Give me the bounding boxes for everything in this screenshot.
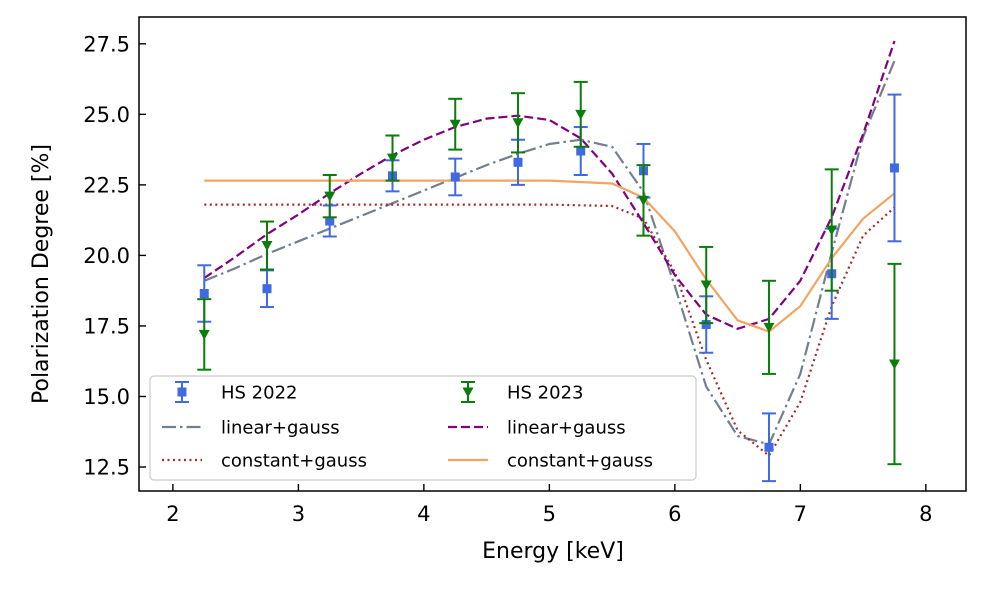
data-point xyxy=(888,359,900,370)
y-tick-label: 17.5 xyxy=(83,314,130,338)
y-tick-label: 20.0 xyxy=(83,244,130,268)
axes: 2 3 4 5 6 7 8 12.5 15.0 17.5 20.0 22.5 25.0 27.5 xyxy=(83,16,967,526)
y-tick-label: 15.0 xyxy=(83,385,130,409)
data-point xyxy=(513,157,523,167)
x-tick-label: 5 xyxy=(543,502,556,526)
data-point xyxy=(763,322,775,333)
legend-item: HS 2022 xyxy=(175,381,298,404)
y-tick-label: 22.5 xyxy=(83,173,130,197)
data-point xyxy=(199,289,209,298)
legend-item: HS 2023 xyxy=(461,381,584,404)
y-tick-label: 25.0 xyxy=(83,103,130,127)
fit-line-dashdot-hs-2022 xyxy=(203,60,896,446)
series-hs-2023 xyxy=(197,80,902,466)
legend-label: HS 2022 xyxy=(221,383,298,404)
legend-item: constant+gauss xyxy=(162,451,367,472)
y-tick-label: 27.5 xyxy=(83,32,130,56)
data-point xyxy=(576,146,586,156)
legend: HS 2022 HS 2023 linear+gauss linear+gauss co… xyxy=(149,375,697,481)
x-tick-label: 3 xyxy=(292,502,305,526)
y-axis-title: Polarization Degree [%] xyxy=(29,144,54,404)
data-point xyxy=(512,118,524,129)
x-tick-label: 8 xyxy=(919,502,932,526)
data-point xyxy=(889,163,899,173)
data-point xyxy=(261,241,273,252)
data-point xyxy=(450,172,460,182)
legend-label: linear+gauss xyxy=(507,418,626,439)
legend-item: linear+gauss xyxy=(448,418,626,439)
data-point xyxy=(826,225,838,236)
fit-line-solid-hs-2023 xyxy=(204,179,896,333)
data-point xyxy=(198,329,210,340)
fit-line-dashed-hs-2023 xyxy=(203,40,896,330)
data-point xyxy=(449,119,461,130)
x-tick-label: 6 xyxy=(668,502,681,526)
data-point xyxy=(324,191,336,202)
legend-marker xyxy=(462,387,474,398)
y-tick-label: 12.5 xyxy=(83,456,130,480)
data-point xyxy=(701,320,711,330)
data-point xyxy=(700,280,712,291)
data-point xyxy=(325,216,335,226)
data-point xyxy=(764,442,774,452)
data-point xyxy=(637,195,649,206)
x-tick-label: 4 xyxy=(417,502,430,526)
legend-box xyxy=(149,375,697,481)
x-tick-label: 2 xyxy=(166,502,179,526)
fit-lines xyxy=(203,40,896,457)
plot-area xyxy=(197,40,902,483)
x-tick-label: 7 xyxy=(794,502,807,526)
data-point xyxy=(386,153,398,164)
legend-label: HS 2023 xyxy=(507,383,584,404)
data-point xyxy=(575,109,587,120)
plot-frame xyxy=(138,16,967,492)
legend-marker xyxy=(177,387,187,397)
legend-label: linear+gauss xyxy=(221,418,340,439)
legend-label: constant+gauss xyxy=(507,451,653,472)
x-axis-title: Energy [keV] xyxy=(482,539,624,564)
legend-item: linear+gauss xyxy=(162,418,340,439)
legend-item: constant+gauss xyxy=(448,451,653,472)
fit-line-dotted-hs-2022 xyxy=(204,203,896,457)
data-point xyxy=(262,284,272,294)
legend-label: constant+gauss xyxy=(221,451,367,472)
